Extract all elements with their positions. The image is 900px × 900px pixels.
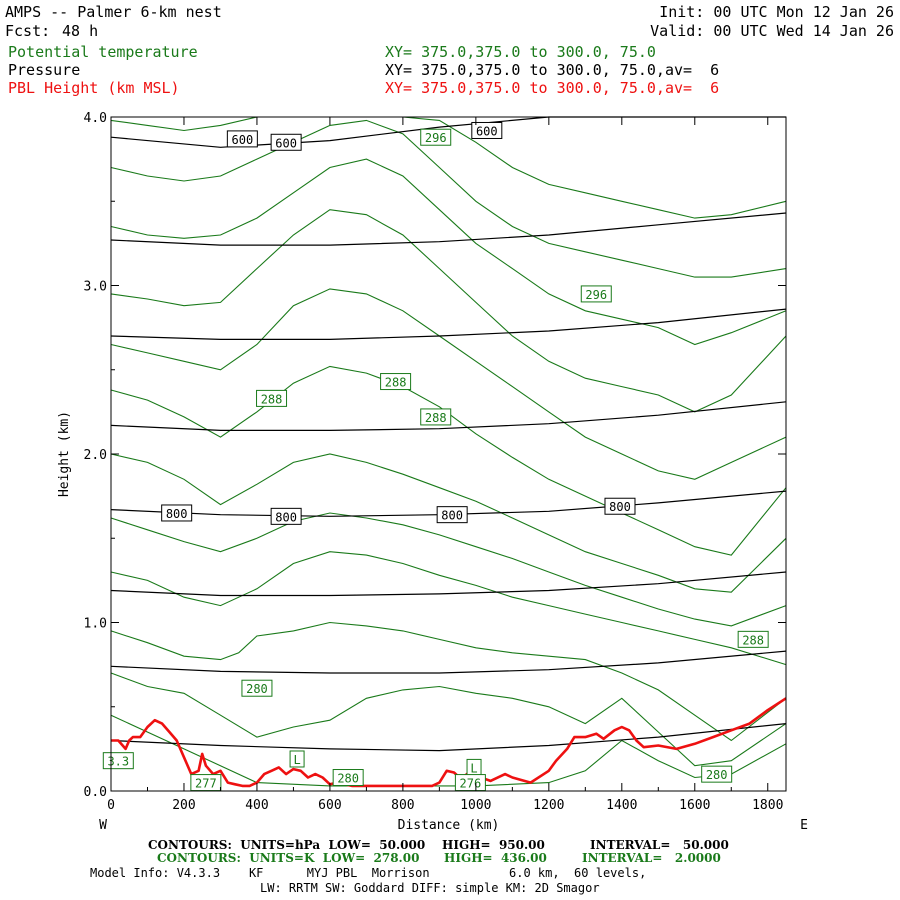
- y-tick-label-2: 2.0: [84, 448, 107, 463]
- theta-contour-11: [110, 116, 787, 219]
- theta-label-8-box: [701, 765, 733, 783]
- y-tick-label-0: 0.0: [84, 785, 107, 800]
- east-label: E: [800, 818, 808, 833]
- theta-contour-3: [110, 551, 787, 666]
- xy-pressure: XY= 375.0,375.0 to 300.0, 75.0,av= 6: [385, 61, 720, 79]
- x-tick-label-3: 600: [318, 798, 341, 813]
- y-tick-label-4: 4.0: [84, 111, 107, 126]
- x-axis-label: Distance (km): [398, 818, 500, 833]
- plot-title: AMPS -- Palmer 6-km nest: [5, 3, 222, 21]
- theta-contour-2: [110, 621, 787, 742]
- pressure-label-3: 800: [166, 507, 188, 521]
- pressure-label-2: 600: [476, 124, 498, 138]
- theta-label-1-box: [580, 285, 612, 303]
- theta-label-2-box: [256, 389, 288, 407]
- pressure-contour-5: [110, 571, 787, 597]
- pressure-label-5: 800: [441, 509, 463, 523]
- footer-theta-high: HIGH= 436.00: [444, 851, 547, 865]
- pressure-contour-1: [110, 212, 787, 246]
- theta-label-5-box: [737, 630, 769, 648]
- theta-label-7: 280: [337, 772, 359, 786]
- forecast-label: Fcst:: [5, 22, 51, 40]
- legend-pbl: PBL Height (km MSL): [8, 79, 180, 97]
- theta-label-0: 296: [425, 131, 447, 145]
- theta-label-2: 288: [261, 392, 283, 406]
- pressure-label-6: 800: [609, 500, 631, 514]
- x-tick-label-7: 1400: [606, 798, 637, 813]
- theta-label-10-box: [289, 750, 305, 768]
- theta-contour-8: [110, 209, 787, 413]
- x-tick-label-2: 400: [245, 798, 268, 813]
- legend-theta: Potential temperature: [8, 43, 198, 61]
- pressure-contour-6: [110, 650, 787, 674]
- pressure-label-6-box: [604, 497, 636, 515]
- pressure-label-4: 800: [275, 510, 297, 524]
- pressure-label-0-box: [226, 130, 258, 148]
- y-axis-label: Height (km): [57, 411, 72, 497]
- pressure-label-2-box: [471, 121, 503, 139]
- theta-label-5: 288: [742, 633, 764, 647]
- pressure-contour-7: [110, 723, 787, 752]
- x-tick-label-1: 200: [172, 798, 195, 813]
- theta-label-3-box: [380, 373, 412, 391]
- theta-label-4-box: [420, 408, 452, 426]
- theta-label-10: L: [293, 753, 300, 767]
- theta-contour-10: [110, 119, 787, 278]
- pressure-label-1: 600: [275, 136, 297, 150]
- theta-label-7-box: [332, 769, 364, 787]
- x-tick-label-9: 1800: [752, 798, 783, 813]
- west-label: W: [99, 818, 107, 833]
- pressure-contour-2: [110, 308, 787, 340]
- theta-label-13: 3.3: [107, 755, 129, 769]
- forecast-hour: 48 h: [62, 22, 99, 40]
- theta-label-1: 296: [585, 288, 607, 302]
- theta-label-6-box: [241, 679, 273, 697]
- pressure-label-0: 600: [232, 133, 254, 147]
- theta-label-0-box: [420, 128, 452, 146]
- footer-pressure-contours: CONTOURS: UNITS=hPa LOW= 50.000: [148, 838, 426, 852]
- theta-label-9: 277: [195, 777, 217, 791]
- xy-pbl: XY= 375.0,375.0 to 300.0, 75.0,av= 6: [385, 79, 720, 97]
- theta-contour-6: [110, 365, 787, 556]
- x-tick-label-6: 1200: [533, 798, 564, 813]
- valid-time: Valid: 00 UTC Wed 14 Jan 26: [650, 22, 894, 40]
- xy-theta: XY= 375.0,375.0 to 300.0, 75.0: [385, 43, 656, 61]
- pressure-label-4-box: [270, 507, 302, 525]
- pressure-contour-3: [110, 401, 787, 431]
- y-tick-label-3: 3.0: [84, 280, 107, 295]
- footer-pressure-high: HIGH= 950.00: [442, 838, 545, 852]
- x-tick-label-5: 1000: [460, 798, 491, 813]
- theta-contour-5: [110, 453, 787, 593]
- footer-theta-interval: INTERVAL= 2.0000: [582, 851, 721, 865]
- theta-contour-9: [110, 158, 787, 346]
- x-tick-label-4: 800: [391, 798, 414, 813]
- theta-label-4: 288: [425, 411, 447, 425]
- theta-label-8: 280: [706, 768, 728, 782]
- pressure-label-3-box: [161, 504, 193, 522]
- theta-contour-7: [110, 288, 787, 480]
- x-tick-label-0: 0: [107, 798, 115, 813]
- pressure-label-1-box: [270, 133, 302, 151]
- footer-theta-contours: CONTOURS: UNITS=K LOW= 278.00: [157, 851, 420, 865]
- pressure-label-5-box: [436, 506, 468, 524]
- footer-schemes: LW: RRTM SW: Goddard DIFF: simple KM: 2D…: [260, 881, 600, 895]
- theta-contour-1: [110, 672, 787, 767]
- theta-label-6: 280: [246, 682, 268, 696]
- footer-pressure-interval: INTERVAL= 50.000: [590, 838, 729, 852]
- theta-contour-4: [110, 512, 787, 627]
- y-tick-label-1: 1.0: [84, 617, 107, 632]
- theta-label-3: 288: [385, 376, 407, 390]
- theta-label-12: 276: [460, 777, 482, 791]
- init-time: Init: 00 UTC Mon 12 Jan 26: [659, 3, 894, 21]
- legend-pressure: Pressure: [8, 61, 81, 79]
- x-tick-label-8: 1600: [679, 798, 710, 813]
- footer-model-info: Model Info: V4.3.3 KF MYJ PBL Morrison 6…: [90, 866, 647, 880]
- theta-label-11: L: [470, 761, 477, 775]
